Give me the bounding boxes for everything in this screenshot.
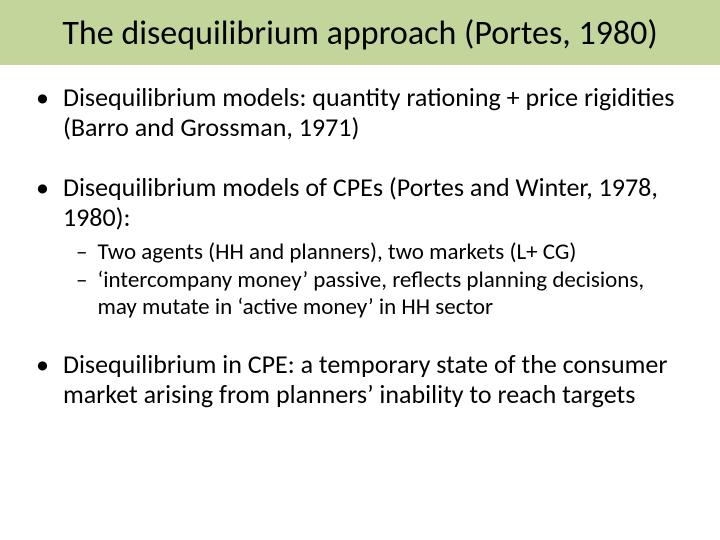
bullet-text: Disequilibrium models of CPEs (Portes an…: [63, 173, 684, 233]
bullet-item: • Disequilibrium models of CPEs (Portes …: [36, 173, 684, 233]
slide-content: • Disequilibrium models: quantity ration…: [0, 65, 720, 410]
sub-bullet-item: – Two agents (HH and planners), two mark…: [76, 239, 684, 265]
bullet-marker: •: [36, 83, 49, 143]
bullet-item: • Disequilibrium in CPE: a temporary sta…: [36, 350, 684, 410]
bullet-group: • Disequilibrium models of CPEs (Portes …: [36, 173, 684, 320]
sub-bullet-text: ‘intercompany money’ passive, reflects p…: [97, 267, 684, 320]
bullet-item: • Disequilibrium models: quantity ration…: [36, 83, 684, 143]
sub-bullet-marker: –: [76, 239, 87, 265]
bullet-text: Disequilibrium in CPE: a temporary state…: [63, 350, 684, 410]
bullet-marker: •: [36, 350, 49, 410]
title-bar: The disequilibrium approach (Portes, 198…: [0, 0, 720, 65]
sub-bullet-list: – Two agents (HH and planners), two mark…: [76, 239, 684, 320]
sub-bullet-item: – ‘intercompany money’ passive, reflects…: [76, 267, 684, 320]
sub-bullet-marker: –: [76, 267, 87, 320]
sub-bullet-text: Two agents (HH and planners), two market…: [97, 239, 576, 265]
bullet-marker: •: [36, 173, 49, 233]
bullet-text: Disequilibrium models: quantity rationin…: [63, 83, 684, 143]
slide-title: The disequilibrium approach (Portes, 198…: [20, 14, 700, 53]
